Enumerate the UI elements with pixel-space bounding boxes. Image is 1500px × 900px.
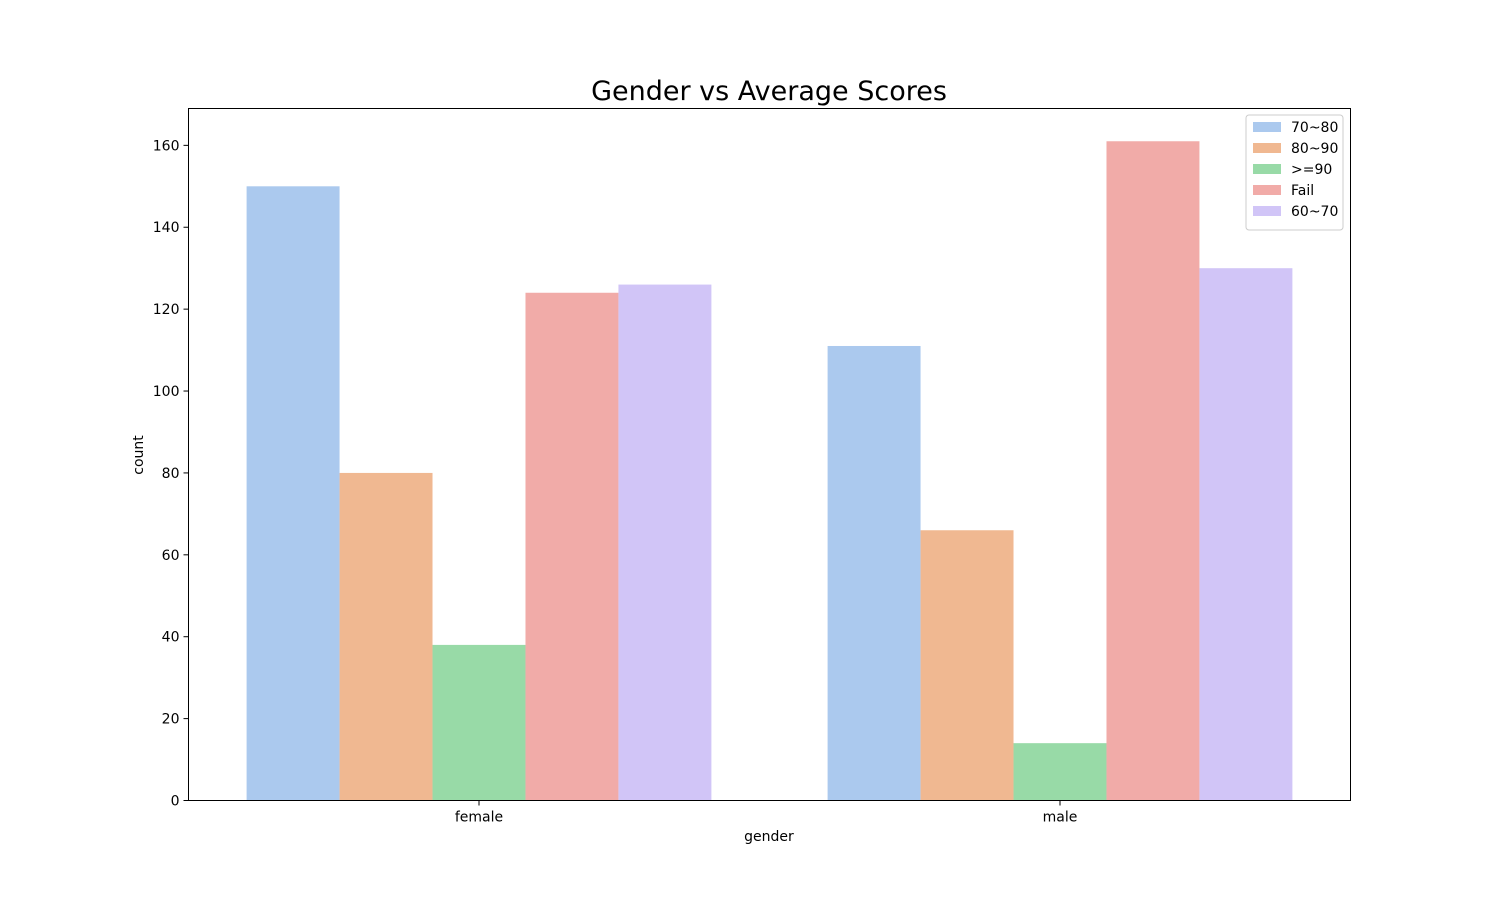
legend-swatch — [1253, 206, 1281, 216]
legend-label: 80~90 — [1291, 141, 1338, 157]
bar-female-0 — [246, 186, 340, 801]
x-tick-label: female — [455, 810, 503, 826]
y-tick-label: 20 — [162, 712, 180, 728]
x-axis-ticks: female male — [455, 800, 1078, 826]
legend-label: >=90 — [1291, 162, 1332, 178]
y-tick-label: 40 — [162, 630, 180, 646]
bar-female-3 — [525, 292, 619, 801]
y-axis-label: count — [131, 435, 147, 475]
y-tick-label: 60 — [162, 548, 180, 564]
bar-male-3 — [1106, 141, 1200, 801]
bar-male-4 — [1199, 268, 1293, 801]
bar-female-2 — [432, 644, 526, 801]
y-axis-ticks: 0 20 40 60 80 100 120 140 160 — [153, 138, 189, 810]
legend-label: 60~70 — [1291, 204, 1338, 220]
legend: 70~80 80~90 >=90 Fail 60~70 — [1245, 114, 1344, 231]
bar-male-1 — [920, 530, 1014, 801]
y-tick-label: 160 — [153, 138, 180, 154]
legend-swatch — [1253, 122, 1281, 132]
bar-male-0 — [827, 345, 921, 801]
legend-swatch — [1253, 143, 1281, 153]
legend-swatch — [1253, 185, 1281, 195]
x-tick-label: male — [1043, 810, 1078, 826]
bar-male-2 — [1013, 743, 1107, 801]
plot-frame — [188, 108, 1351, 801]
legend-label: Fail — [1291, 183, 1314, 199]
y-tick-label: 80 — [162, 466, 180, 482]
y-tick-label: 100 — [153, 384, 180, 400]
bar-female-4 — [618, 284, 712, 801]
y-tick-label: 140 — [153, 220, 180, 236]
y-tick-label: 0 — [171, 794, 180, 810]
chart-title: Gender vs Average Scores — [591, 76, 947, 107]
x-axis-label: gender — [744, 829, 794, 845]
bar-female-1 — [339, 472, 433, 801]
legend-label: 70~80 — [1291, 120, 1338, 136]
legend-swatch — [1253, 164, 1281, 174]
y-tick-label: 120 — [153, 302, 180, 318]
bars — [246, 141, 1293, 801]
